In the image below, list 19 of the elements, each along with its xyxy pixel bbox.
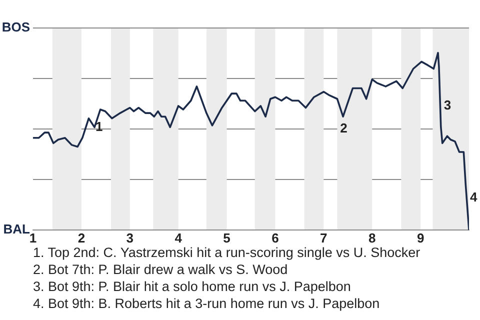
x-tick-label: 2 [78, 230, 86, 246]
ref-line-label: BOS [2, 20, 30, 35]
annotation: 4 [470, 190, 478, 205]
x-tick-label: 5 [223, 230, 230, 246]
x-tick-label: 7 [320, 230, 328, 246]
x-tick-label: 3 [126, 230, 134, 246]
x-tick-label: 6 [272, 230, 279, 246]
x-tick-label: 9 [416, 230, 424, 246]
annotation: 3 [444, 98, 452, 113]
text: 4. Bot 9th: B. Roberts hit a 3-run home run vs J. Papelbon [33, 295, 381, 312]
ref-line-label: BAL [3, 222, 30, 237]
x-tick-label: 4 [174, 230, 183, 246]
text: 1. Top 2nd: C. Yastrzemski hit a run-scoring single vs U. Shocker [33, 244, 420, 261]
x-tick-label: 8 [368, 230, 376, 246]
annotation: 2 [340, 120, 348, 136]
text: 2. Bot 7th: P. Blair drew a walk vs S. Wood [33, 261, 289, 278]
x-tick-label: 1 [29, 230, 37, 246]
text: 3. Bot 9th: P. Blair hit a solo home run vs J. Papelbon [33, 278, 352, 295]
annotation: 1 [96, 118, 103, 134]
